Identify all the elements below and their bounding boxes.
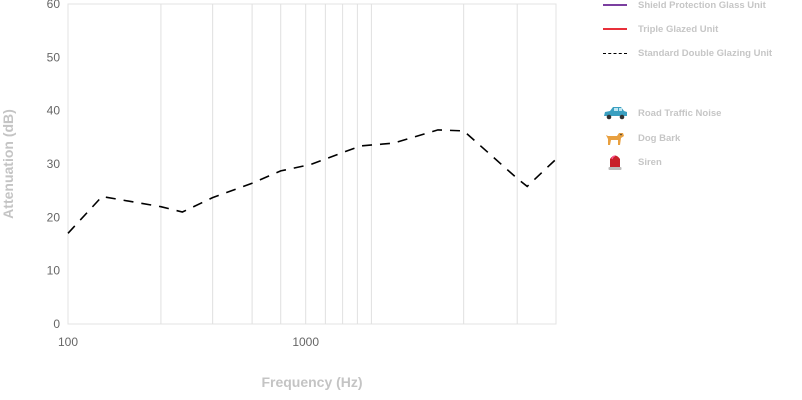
legend-label: Siren <box>638 156 662 168</box>
legend-swatch <box>603 28 627 30</box>
legend-item-triple[interactable]: Triple Glazed Unit <box>600 21 718 37</box>
x-tick-label: 1000 <box>292 335 319 349</box>
y-axis-title: Attenuation (dB) <box>0 109 16 219</box>
legend-label: Shield Protection Glass Unit <box>638 0 766 11</box>
y-tick-label: 10 <box>47 264 61 278</box>
car-icon <box>600 105 630 121</box>
legend-label: Dog Bark <box>638 132 681 144</box>
x-ticks: 100 1000 <box>58 335 319 349</box>
legend-label: Road Traffic Noise <box>638 107 722 119</box>
legend-label: Standard Double Glazing Unit <box>638 47 773 59</box>
dog-icon <box>600 130 630 146</box>
y-tick-label: 30 <box>47 157 61 171</box>
siren-icon <box>600 154 630 170</box>
y-tick-label: 60 <box>47 0 61 11</box>
y-tick-label: 20 <box>47 210 61 224</box>
legend-item-dog-bark[interactable]: Dog Bark <box>600 130 680 146</box>
y-tick-label: 40 <box>47 104 61 118</box>
legend-item-road-traffic[interactable]: Road Traffic Noise <box>600 105 721 121</box>
legend-swatch <box>603 4 627 6</box>
series <box>67 129 557 234</box>
grid <box>67 3 557 325</box>
y-ticks: 0 10 20 30 40 50 60 <box>47 0 61 331</box>
legend-label: Triple Glazed Unit <box>638 23 719 35</box>
legend-swatch <box>603 52 627 54</box>
series-line <box>67 129 557 234</box>
x-tick-label: 100 <box>58 335 78 349</box>
y-tick-label: 50 <box>47 50 61 64</box>
legend-item-siren[interactable]: Siren <box>600 154 662 170</box>
legend-item-shield[interactable]: Shield Protection Glass Unit <box>600 0 766 13</box>
legend-item-standard[interactable]: Standard Double Glazing Unit <box>600 45 772 61</box>
plot-frame <box>67 3 557 325</box>
x-axis-title: Frequency (Hz) <box>261 374 362 390</box>
y-tick-label: 0 <box>53 317 60 331</box>
